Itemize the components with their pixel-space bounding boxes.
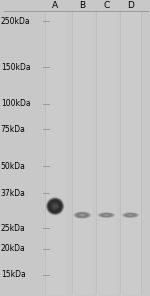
Ellipse shape xyxy=(47,198,63,214)
Ellipse shape xyxy=(103,214,110,216)
Ellipse shape xyxy=(51,202,59,210)
Ellipse shape xyxy=(123,213,138,217)
Ellipse shape xyxy=(54,205,56,207)
Ellipse shape xyxy=(48,200,62,213)
Ellipse shape xyxy=(76,213,88,217)
Ellipse shape xyxy=(46,198,64,215)
Text: A: A xyxy=(52,1,58,10)
Text: C: C xyxy=(103,1,110,10)
Ellipse shape xyxy=(80,214,85,216)
Ellipse shape xyxy=(129,215,132,216)
Ellipse shape xyxy=(51,202,59,210)
Text: 100kDa: 100kDa xyxy=(1,99,30,108)
Text: D: D xyxy=(127,1,134,10)
Ellipse shape xyxy=(46,197,64,215)
Text: 50kDa: 50kDa xyxy=(1,162,26,170)
FancyBboxPatch shape xyxy=(72,11,93,295)
Ellipse shape xyxy=(79,214,85,216)
Ellipse shape xyxy=(102,214,111,217)
Ellipse shape xyxy=(52,203,58,210)
Ellipse shape xyxy=(127,214,134,216)
Ellipse shape xyxy=(103,214,109,216)
Ellipse shape xyxy=(75,212,90,218)
Ellipse shape xyxy=(98,212,115,218)
Ellipse shape xyxy=(124,213,137,217)
Ellipse shape xyxy=(50,202,60,211)
Ellipse shape xyxy=(80,214,84,216)
Ellipse shape xyxy=(54,205,57,207)
Ellipse shape xyxy=(48,199,62,213)
Ellipse shape xyxy=(126,214,135,217)
Ellipse shape xyxy=(46,197,65,215)
Ellipse shape xyxy=(105,215,108,216)
Ellipse shape xyxy=(75,212,89,218)
Ellipse shape xyxy=(104,214,109,216)
Text: B: B xyxy=(79,1,85,10)
Ellipse shape xyxy=(78,213,87,217)
Ellipse shape xyxy=(99,213,114,218)
Text: 25kDa: 25kDa xyxy=(1,224,26,233)
Ellipse shape xyxy=(126,214,135,216)
FancyBboxPatch shape xyxy=(45,11,66,295)
Ellipse shape xyxy=(74,212,90,218)
Ellipse shape xyxy=(122,213,139,218)
Ellipse shape xyxy=(100,213,113,217)
Ellipse shape xyxy=(52,203,58,209)
Ellipse shape xyxy=(73,212,91,219)
Ellipse shape xyxy=(79,214,86,216)
Text: 75kDa: 75kDa xyxy=(1,125,26,134)
Ellipse shape xyxy=(78,213,87,217)
Ellipse shape xyxy=(100,213,112,217)
Ellipse shape xyxy=(128,214,133,216)
Ellipse shape xyxy=(50,201,60,211)
Ellipse shape xyxy=(101,213,112,217)
Text: 37kDa: 37kDa xyxy=(1,189,26,198)
Ellipse shape xyxy=(128,214,133,216)
Text: 150kDa: 150kDa xyxy=(1,62,30,72)
Ellipse shape xyxy=(122,212,140,218)
Ellipse shape xyxy=(74,212,91,218)
Ellipse shape xyxy=(123,213,138,218)
Ellipse shape xyxy=(76,213,89,218)
Ellipse shape xyxy=(103,214,110,216)
Ellipse shape xyxy=(122,212,139,218)
Ellipse shape xyxy=(99,213,114,217)
Ellipse shape xyxy=(81,215,84,216)
Ellipse shape xyxy=(124,213,137,217)
Text: 15kDa: 15kDa xyxy=(1,270,26,279)
Text: 20kDa: 20kDa xyxy=(1,244,26,253)
Ellipse shape xyxy=(102,214,111,216)
Ellipse shape xyxy=(101,213,112,217)
Ellipse shape xyxy=(98,213,114,218)
Ellipse shape xyxy=(49,200,61,212)
Ellipse shape xyxy=(53,204,57,209)
Ellipse shape xyxy=(125,213,136,217)
Ellipse shape xyxy=(127,214,134,216)
Ellipse shape xyxy=(76,213,88,218)
Ellipse shape xyxy=(53,204,57,208)
Ellipse shape xyxy=(78,214,86,217)
Text: 250kDa: 250kDa xyxy=(1,17,30,25)
FancyBboxPatch shape xyxy=(120,11,141,295)
Ellipse shape xyxy=(49,201,61,212)
Ellipse shape xyxy=(77,213,87,217)
FancyBboxPatch shape xyxy=(96,11,117,295)
Ellipse shape xyxy=(97,212,115,218)
Ellipse shape xyxy=(125,213,136,217)
Ellipse shape xyxy=(55,206,56,207)
Ellipse shape xyxy=(48,199,63,214)
